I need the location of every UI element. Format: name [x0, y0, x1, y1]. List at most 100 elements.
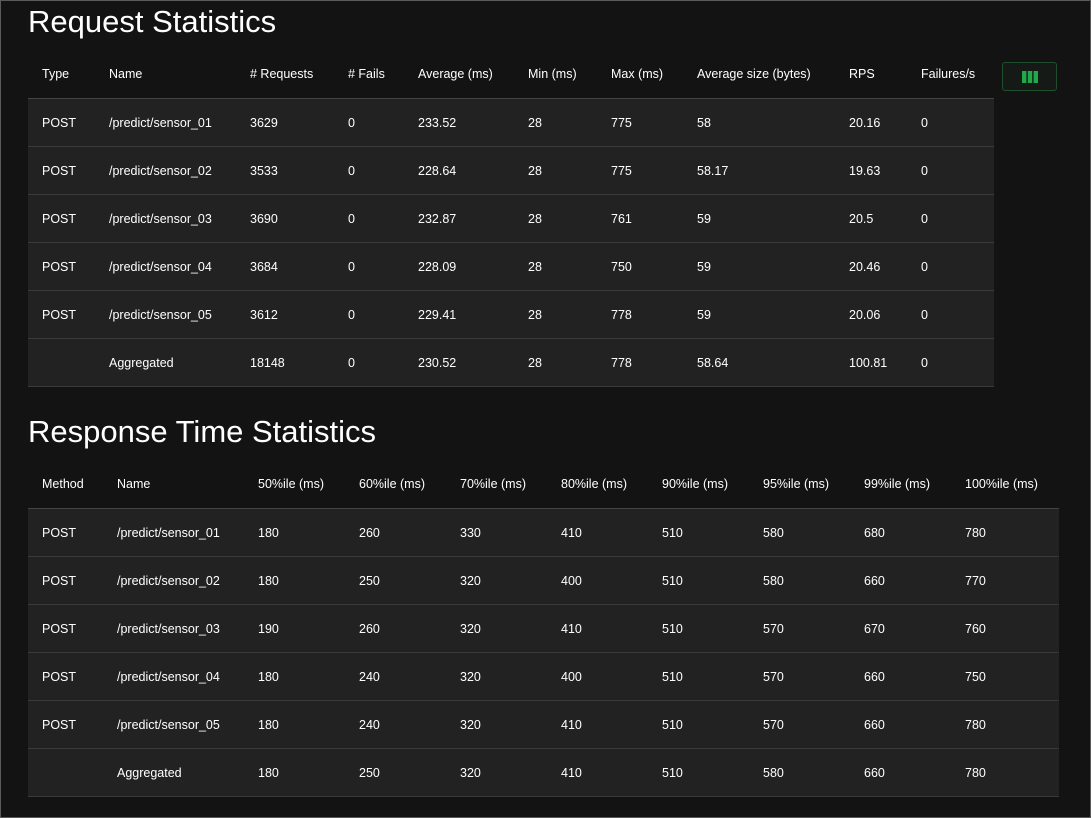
table-row: POST/predict/sensor_05 3612 0 229.41 28 778 59… [28, 290, 994, 339]
table-cell: 0 [907, 290, 994, 339]
table-cell: 3684 [236, 242, 334, 291]
table-cell: 260 [345, 508, 446, 557]
column-header-p100[interactable]: 100%ile (ms) [951, 459, 1059, 509]
table-cell: 180 [244, 556, 345, 605]
table-cell: POST [28, 652, 103, 701]
column-header-average-size[interactable]: Average size (bytes) [683, 49, 835, 99]
table-cell: 59 [683, 290, 835, 339]
table-cell: /predict/sensor_05 [103, 700, 244, 749]
table-cell: 28 [514, 194, 597, 243]
table-row: POST/predict/sensor_01 3629 0 233.52 28 775 58… [28, 98, 994, 147]
column-header-p60[interactable]: 60%ile (ms) [345, 459, 446, 509]
column-header-max[interactable]: Max (ms) [597, 49, 683, 99]
response-time-statistics-title: Response Time Statistics [28, 414, 377, 449]
table-cell: 510 [648, 652, 749, 701]
table-cell: 510 [648, 700, 749, 749]
table-cell: 20.16 [835, 98, 907, 147]
table-cell: /predict/sensor_01 [103, 508, 244, 557]
table-cell: 28 [514, 242, 597, 291]
column-header-p80[interactable]: 80%ile (ms) [547, 459, 648, 509]
column-header-p99[interactable]: 99%ile (ms) [850, 459, 951, 509]
table-cell: 18148 [236, 338, 334, 387]
table-cell: 20.06 [835, 290, 907, 339]
table-cell: 410 [547, 604, 648, 653]
table-cell: 240 [345, 652, 446, 701]
request-statistics-title: Request Statistics [28, 4, 277, 39]
table-cell: 58.17 [683, 146, 835, 195]
request-statistics-table: Type Name # Requests # Fails Average (ms… [28, 49, 994, 387]
column-header-type[interactable]: Type [28, 49, 95, 99]
table-cell: /predict/sensor_02 [103, 556, 244, 605]
table-cell: /predict/sensor_05 [95, 290, 236, 339]
table-cell: 660 [850, 700, 951, 749]
table-row: Aggregated 18148 0 230.52 28 778 58.64 100.81 0 [28, 338, 994, 387]
column-header-p95[interactable]: 95%ile (ms) [749, 459, 850, 509]
table-cell: 660 [850, 556, 951, 605]
table-cell: 400 [547, 556, 648, 605]
table-cell: 229.41 [404, 290, 514, 339]
column-header-method[interactable]: Method [28, 459, 103, 509]
table-cell: 58.64 [683, 338, 835, 387]
table-cell: 570 [749, 652, 850, 701]
column-header-name[interactable]: Name [95, 49, 236, 99]
table-cell: 0 [907, 98, 994, 147]
table-cell: 0 [334, 194, 404, 243]
table-cell: 3629 [236, 98, 334, 147]
table-row: POST/predict/sensor_02 3533 0 228.64 28 775 58… [28, 146, 994, 195]
column-header-average[interactable]: Average (ms) [404, 49, 514, 99]
table-cell: 320 [446, 604, 547, 653]
table-cell: 0 [907, 338, 994, 387]
table-cell: 0 [907, 146, 994, 195]
columns-icon [1021, 70, 1038, 83]
table-cell: 228.64 [404, 146, 514, 195]
table-row: POST/predict/sensor_01 180 260 330 410 510 580… [28, 508, 1059, 557]
table-cell: 250 [345, 748, 446, 797]
column-header-name[interactable]: Name [103, 459, 244, 509]
table-cell: Aggregated [103, 748, 244, 797]
column-header-p50[interactable]: 50%ile (ms) [244, 459, 345, 509]
table-cell: 770 [951, 556, 1059, 605]
table-cell: 3533 [236, 146, 334, 195]
table-cell: 330 [446, 508, 547, 557]
table-cell: 28 [514, 290, 597, 339]
table-cell: POST [28, 604, 103, 653]
column-header-rps[interactable]: RPS [835, 49, 907, 99]
table-cell: 20.5 [835, 194, 907, 243]
table-cell: 570 [749, 700, 850, 749]
table-cell: 750 [951, 652, 1059, 701]
table-cell: 0 [334, 290, 404, 339]
table-cell: 233.52 [404, 98, 514, 147]
table-cell: 228.09 [404, 242, 514, 291]
table-cell: 28 [514, 338, 597, 387]
table-cell: 778 [597, 338, 683, 387]
table-cell: 580 [749, 556, 850, 605]
table-cell: 320 [446, 748, 547, 797]
table-cell: 180 [244, 508, 345, 557]
table-header-row: Method Name 50%ile (ms) 60%ile (ms) 70%i… [28, 459, 1059, 509]
table-row: POST/predict/sensor_03 190 260 320 410 510 570… [28, 604, 1059, 653]
table-cell: 761 [597, 194, 683, 243]
table-cell: 250 [345, 556, 446, 605]
table-cell: 410 [547, 700, 648, 749]
table-cell: 670 [850, 604, 951, 653]
table-cell: POST [28, 98, 95, 147]
table-cell: 230.52 [404, 338, 514, 387]
column-header-min[interactable]: Min (ms) [514, 49, 597, 99]
column-header-failures-per-sec[interactable]: Failures/s [907, 49, 994, 99]
table-cell: 400 [547, 652, 648, 701]
column-header-p90[interactable]: 90%ile (ms) [648, 459, 749, 509]
table-cell: POST [28, 146, 95, 195]
table-cell [28, 748, 103, 797]
column-selector-button[interactable] [1002, 62, 1057, 91]
table-header-row: Type Name # Requests # Fails Average (ms… [28, 49, 994, 99]
column-header-fails[interactable]: # Fails [334, 49, 404, 99]
table-cell: 240 [345, 700, 446, 749]
table-cell: 780 [951, 700, 1059, 749]
table-cell: 232.87 [404, 194, 514, 243]
table-cell: /predict/sensor_03 [95, 194, 236, 243]
column-header-requests[interactable]: # Requests [236, 49, 334, 99]
table-cell: /predict/sensor_03 [103, 604, 244, 653]
table-cell: /predict/sensor_01 [95, 98, 236, 147]
column-header-p70[interactable]: 70%ile (ms) [446, 459, 547, 509]
